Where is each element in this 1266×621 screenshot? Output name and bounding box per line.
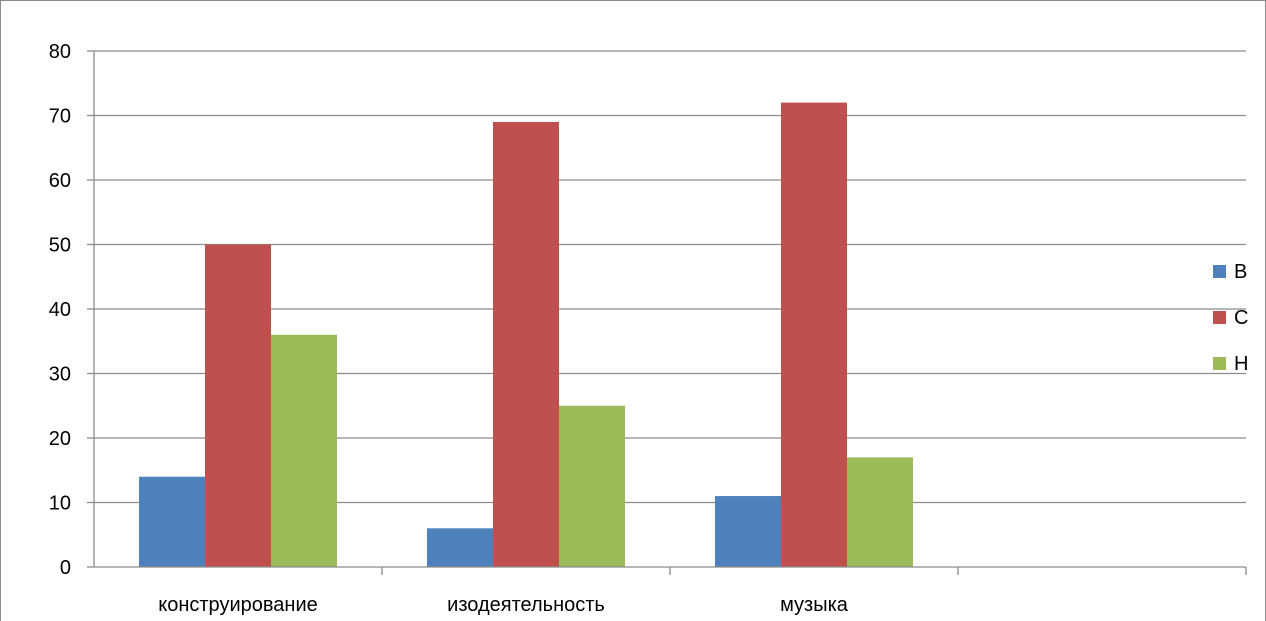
bar-В-0 — [139, 476, 205, 567]
legend-label: В — [1234, 261, 1247, 283]
y-tick-label: 70 — [49, 106, 71, 128]
bar-Н-2 — [847, 457, 913, 567]
bars — [139, 102, 913, 567]
y-tick-label: 20 — [49, 428, 71, 450]
bar-Н-1 — [559, 405, 625, 567]
y-tick-label: 40 — [49, 299, 71, 321]
legend-label: Н — [1234, 353, 1248, 375]
bar-С-2 — [781, 102, 847, 567]
y-tick-label: 30 — [49, 364, 71, 386]
y-tick-label: 60 — [49, 170, 71, 192]
y-tick-label: 50 — [49, 235, 71, 257]
bar-В-2 — [715, 496, 781, 567]
bar-В-1 — [427, 528, 493, 567]
legend-swatch — [1213, 265, 1226, 278]
legend-swatch — [1213, 357, 1226, 370]
y-tick-labels: 0 10 20 30 40 50 60 70 80 — [49, 41, 71, 579]
bar-Н-0 — [271, 334, 337, 567]
x-tick-label: изодеятельность — [447, 594, 605, 616]
y-tick-label: 10 — [49, 493, 71, 515]
legend: В С Н — [1213, 261, 1248, 375]
y-tick-label: 0 — [60, 557, 71, 579]
x-tick-label: конструирование — [158, 594, 317, 616]
bar-С-0 — [205, 244, 271, 567]
legend-swatch — [1213, 311, 1226, 324]
y-tick-label: 80 — [49, 41, 71, 63]
bar-С-1 — [493, 121, 559, 567]
x-tick-label: музыка — [780, 594, 849, 616]
legend-label: С — [1234, 307, 1248, 329]
x-tick-labels: конструирование изодеятельность музыка — [158, 594, 849, 616]
axes — [87, 50, 1247, 575]
